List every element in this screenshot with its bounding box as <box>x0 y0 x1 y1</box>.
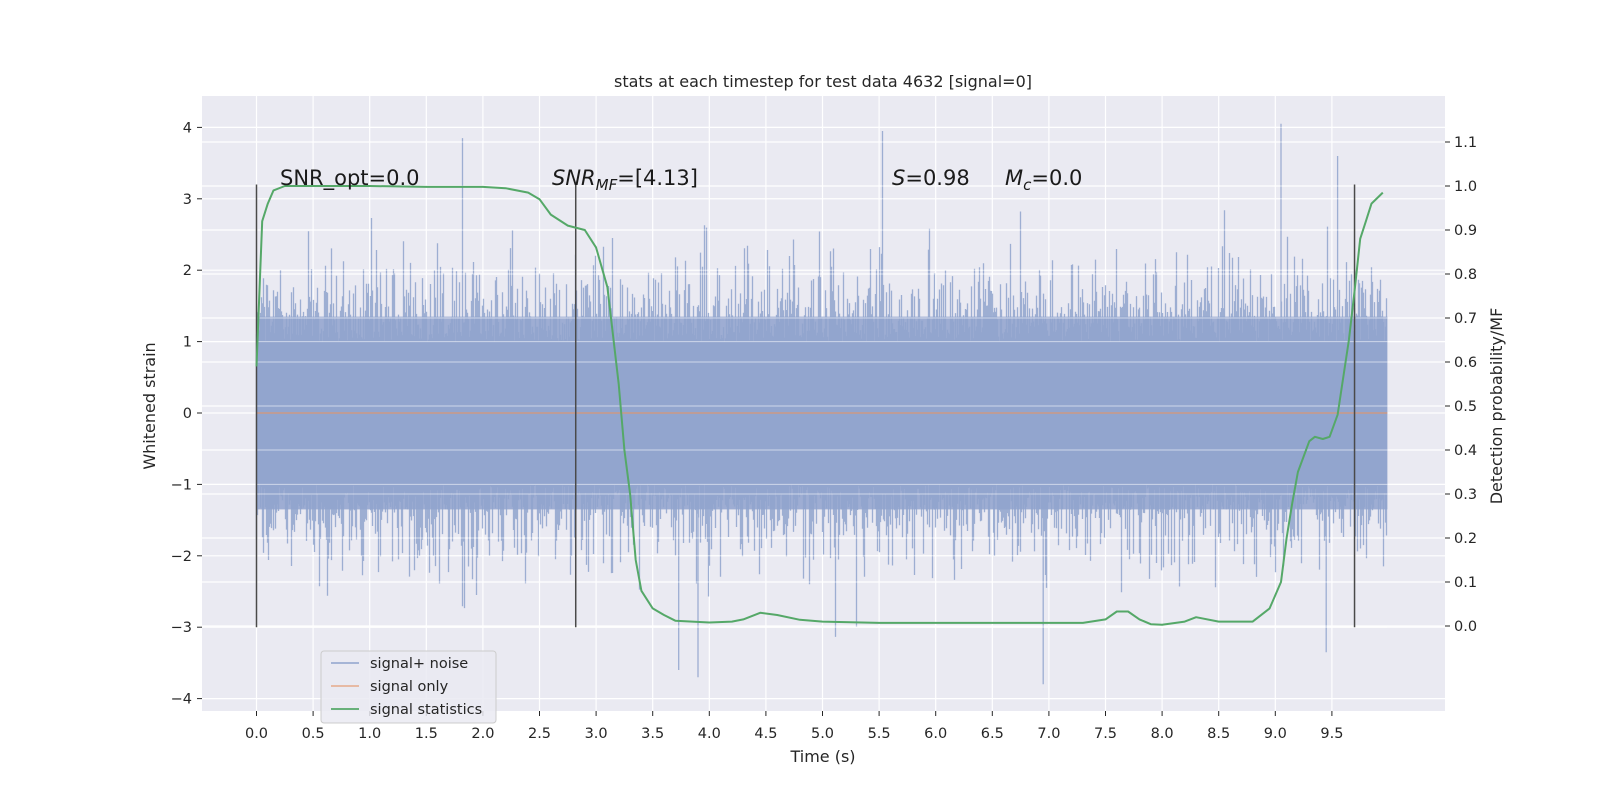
x-tick-label-16: 8.0 <box>1151 726 1174 742</box>
y2-tick-label-8: 0.8 <box>1454 267 1477 283</box>
y-tick-label-8: 4 <box>183 120 192 136</box>
annotation-mc-value: =0.0 <box>1031 166 1082 190</box>
y-tick-label-7: 3 <box>183 192 192 208</box>
x-tick-label-15: 7.5 <box>1094 726 1117 742</box>
legend-label-signal-only: signal only <box>370 679 449 695</box>
annotation-snr-mf: SNRMF=[4.13] <box>552 166 698 194</box>
x-tick-label-10: 5.0 <box>811 726 834 742</box>
y2-tick-label-0: 0.0 <box>1454 619 1477 635</box>
y2-tick-label-6: 0.6 <box>1454 355 1477 371</box>
signal-statistics-line <box>255 185 1384 626</box>
x-tick-label-8: 4.0 <box>698 726 721 742</box>
x-tick-label-6: 3.0 <box>585 726 608 742</box>
x-tick-label-19: 9.5 <box>1320 726 1343 742</box>
y-tick-label-2: −2 <box>171 549 192 565</box>
y-tick-label-6: 2 <box>183 263 192 279</box>
x-tick-label-1: 0.5 <box>302 726 325 742</box>
x-tick-label-0: 0.0 <box>245 726 268 742</box>
y2-tick-label-9: 0.9 <box>1454 223 1477 239</box>
x-tick-label-7: 3.5 <box>641 726 664 742</box>
y2-tick-label-1: 0.1 <box>1454 575 1477 591</box>
vertical-markers <box>255 184 1356 628</box>
y2-tick-label-11: 1.1 <box>1454 135 1477 151</box>
y-tick-label-3: −1 <box>171 477 192 493</box>
x-tick-label-5: 2.5 <box>528 726 551 742</box>
annotation-s: S=0.98 <box>892 166 970 190</box>
x-tick-label-13: 6.5 <box>981 726 1004 742</box>
annotation-mc-symbol: M <box>1005 166 1023 190</box>
y-axis-label: Whitened strain <box>140 342 159 469</box>
x-tick-label-11: 5.5 <box>868 726 891 742</box>
legend: signal+ noise signal only signal statist… <box>320 650 497 724</box>
y2-tick-label-10: 1.0 <box>1454 179 1477 195</box>
y-tick-label-1: −3 <box>171 620 192 636</box>
x-tick-label-14: 7.0 <box>1037 726 1060 742</box>
annotation-mc: Mc=0.0 <box>1005 166 1082 194</box>
annotation-s-symbol: S <box>892 166 905 190</box>
annotation-snr-mf-value: =[4.13] <box>617 166 698 190</box>
y2-tick-label-4: 0.4 <box>1454 443 1477 459</box>
annotation-snr-mf-subscript: MF <box>596 176 618 194</box>
x-tick-label-12: 6.0 <box>924 726 947 742</box>
y2-tick-label-7: 0.7 <box>1454 311 1477 327</box>
y2-tick-label-5: 0.5 <box>1454 399 1477 415</box>
x-ticks: 0.0 0.5 1.0 1.5 2.0 2.5 3.0 3.5 4.0 4.5 5.0 5.5 6.0 6… <box>245 711 1343 742</box>
y2-tick-label-2: 0.2 <box>1454 531 1477 547</box>
x-tick-label-17: 8.5 <box>1207 726 1230 742</box>
annotation-snr-opt: SNR_opt=0.0 <box>280 166 420 191</box>
annotation-s-value: =0.98 <box>905 166 969 190</box>
legend-label-signal-statistics: signal statistics <box>370 702 482 718</box>
y-tick-label-5: 1 <box>183 335 192 351</box>
annotation-snr-mf-symbol: SNR <box>552 166 596 190</box>
x-tick-label-9: 4.5 <box>754 726 777 742</box>
y2-axis-label: Detection probability/MF <box>1487 308 1506 505</box>
legend-box <box>320 650 497 724</box>
y2-tick-label-3: 0.3 <box>1454 487 1477 503</box>
y-ticks-right: 0.0 0.1 0.2 0.3 0.4 0.5 0.6 0.7 0.8 0.9 1.0 1.1 <box>1445 135 1477 635</box>
annotation-mc-subscript: c <box>1023 176 1032 194</box>
x-tick-label-3: 1.5 <box>415 726 438 742</box>
x-tick-label-2: 1.0 <box>358 726 381 742</box>
annotations: SNR_opt=0.0 SNRMF=[4.13] S=0.98 Mc=0.0 <box>280 166 1082 194</box>
y-ticks-left: −4 −3 −2 −1 0 1 2 3 4 <box>171 120 202 708</box>
chart-title: stats at each timestep for test data 463… <box>614 72 1032 91</box>
x-tick-label-18: 9.0 <box>1264 726 1287 742</box>
x-tick-label-4: 2.0 <box>471 726 494 742</box>
legend-label-signal-noise: signal+ noise <box>370 656 468 672</box>
x-axis-label: Time (s) <box>789 747 855 766</box>
y-tick-label-0: −4 <box>171 692 192 708</box>
signal-statistics-series <box>255 185 1384 626</box>
y-tick-label-4: 0 <box>183 406 192 422</box>
